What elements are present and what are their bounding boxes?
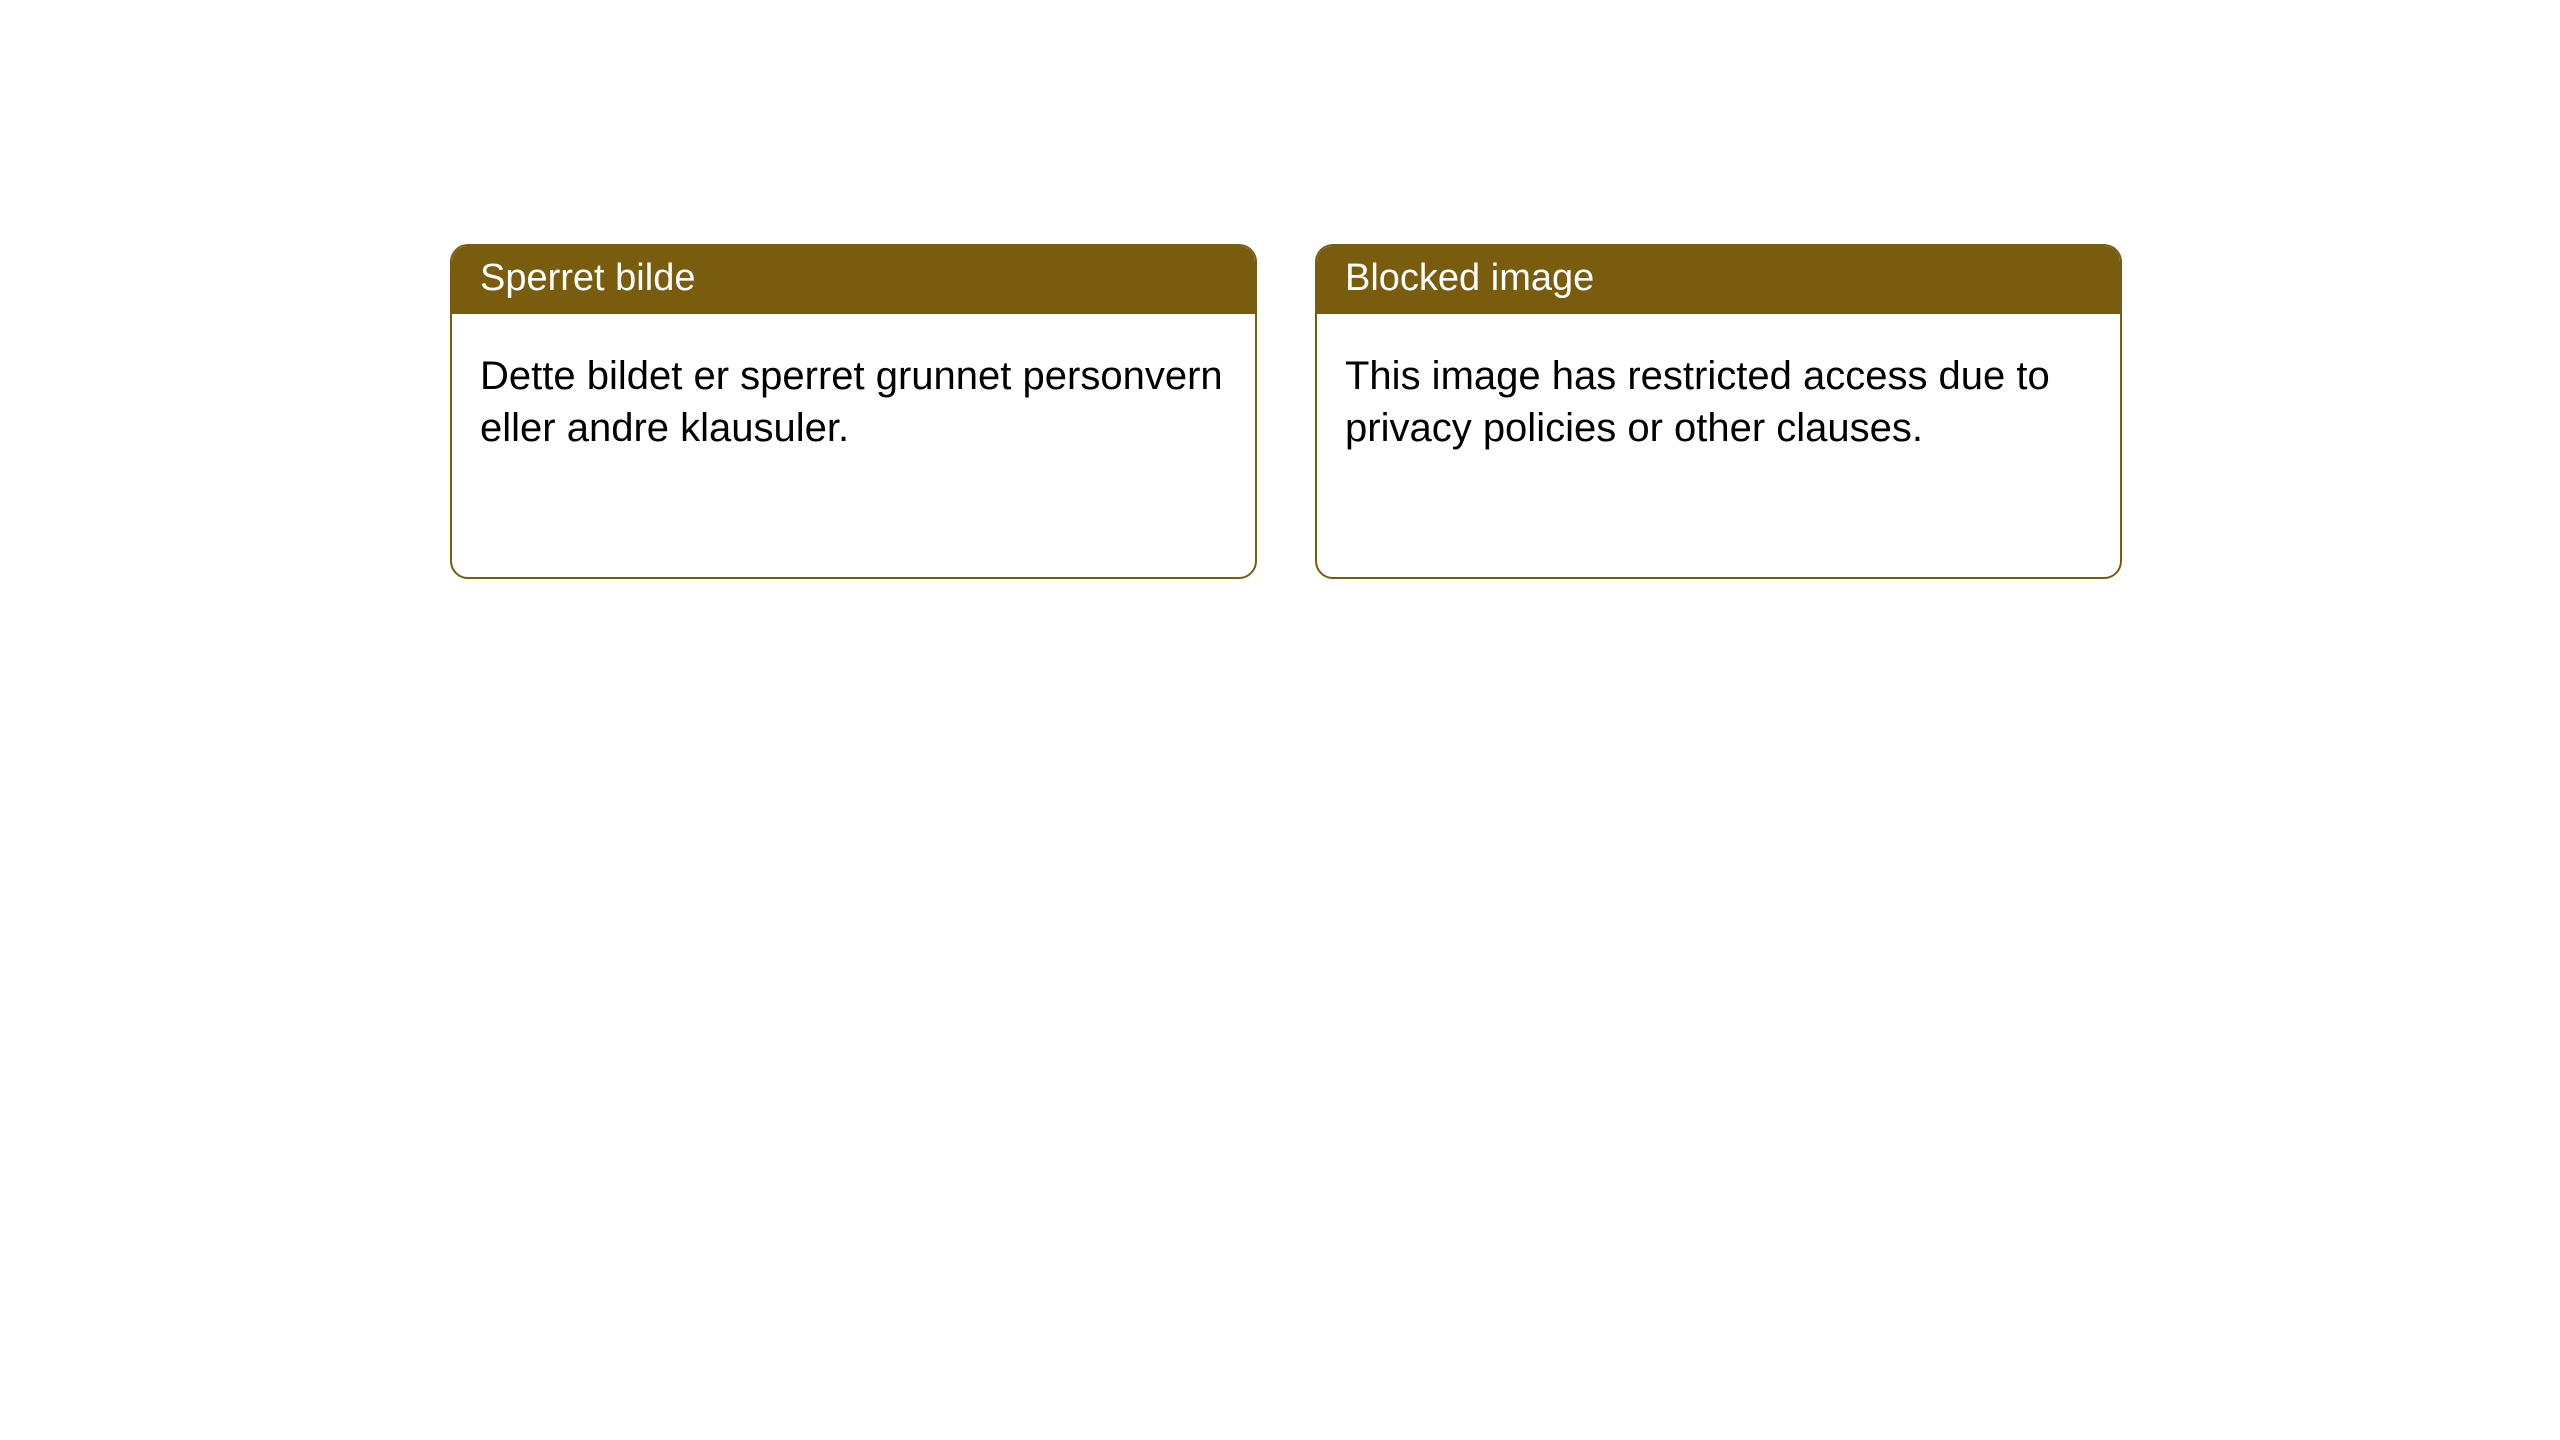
notice-title: Sperret bilde <box>480 257 695 299</box>
notice-header-english: Blocked image <box>1317 246 2120 314</box>
notice-text: Dette bildet er sperret grunnet personve… <box>480 354 1223 451</box>
notice-body-english: This image has restricted access due to … <box>1317 314 2120 492</box>
notice-header-norwegian: Sperret bilde <box>452 246 1255 314</box>
notice-card-english: Blocked image This image has restricted … <box>1315 244 2122 579</box>
notice-body-norwegian: Dette bildet er sperret grunnet personve… <box>452 314 1255 492</box>
notice-container: Sperret bilde Dette bildet er sperret gr… <box>0 0 2560 579</box>
notice-text: This image has restricted access due to … <box>1345 354 2050 451</box>
notice-title: Blocked image <box>1345 257 1594 299</box>
notice-card-norwegian: Sperret bilde Dette bildet er sperret gr… <box>450 244 1257 579</box>
